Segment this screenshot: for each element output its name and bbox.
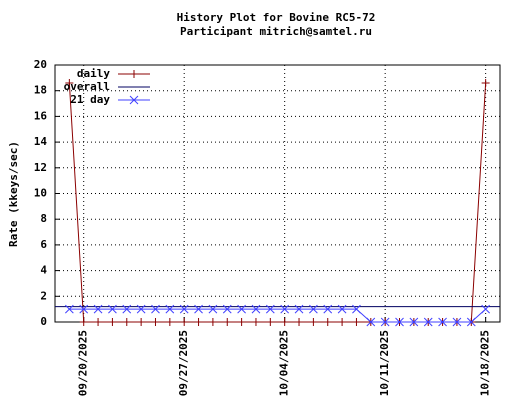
- data-point: [251, 304, 261, 314]
- data-point: [180, 318, 189, 326]
- legend-marker: [130, 70, 138, 78]
- data-point: [165, 304, 175, 314]
- data-point: [309, 304, 318, 314]
- data-point: [280, 304, 290, 314]
- data-point: [265, 304, 275, 314]
- y-tick-label: 20: [34, 58, 47, 71]
- data-point: [323, 304, 333, 314]
- data-point: [93, 304, 103, 314]
- data-point: [237, 318, 246, 326]
- data-point: [452, 317, 462, 327]
- series-line: [68, 82, 487, 323]
- x-tick-label: 10/04/2025: [278, 330, 291, 396]
- data-point: [79, 318, 88, 326]
- y-tick-label: 16: [34, 109, 48, 122]
- data-point: [481, 304, 490, 314]
- chart-title: History Plot for Bovine RC5-72: [177, 11, 376, 24]
- series-line: [69, 308, 486, 323]
- data-point: [208, 318, 217, 326]
- data-point: [338, 318, 347, 326]
- y-tick-label: 0: [40, 315, 47, 328]
- y-tick-label: 6: [40, 238, 47, 251]
- data-point: [251, 318, 260, 326]
- data-point: [151, 304, 160, 314]
- data-point: [122, 304, 132, 314]
- x-tick-label: 10/11/2025: [378, 330, 391, 396]
- data-point: [122, 318, 131, 326]
- data-point: [136, 304, 146, 314]
- data-point: [352, 304, 361, 314]
- x-tick-label: 09/27/2025: [177, 330, 190, 396]
- data-point: [481, 78, 490, 87]
- data-point: [280, 318, 289, 326]
- data-point: [108, 318, 117, 326]
- data-point: [222, 304, 232, 314]
- data-point: [366, 317, 376, 327]
- data-point: [309, 318, 318, 326]
- data-point: [237, 304, 246, 314]
- data-point: [438, 317, 447, 327]
- y-tick-label: 18: [34, 84, 47, 97]
- data-point: [108, 304, 117, 314]
- data-point: [194, 304, 203, 314]
- data-point: [266, 318, 275, 326]
- y-tick-label: 14: [34, 135, 48, 148]
- y-tick-label: 4: [40, 264, 47, 277]
- data-point: [194, 318, 203, 326]
- data-point: [295, 318, 304, 326]
- data-point: [137, 318, 146, 326]
- data-point: [223, 318, 232, 326]
- y-tick-label: 12: [34, 161, 47, 174]
- legend-label: overall: [64, 80, 110, 93]
- legend-label: daily: [77, 67, 110, 80]
- data-point: [294, 304, 304, 314]
- data-point: [208, 304, 218, 314]
- data-point: [423, 317, 433, 327]
- x-tick-label: 10/18/2025: [479, 330, 492, 396]
- x-tick-label: 09/20/2025: [77, 330, 90, 396]
- plot-frame: [54, 64, 501, 323]
- data-point: [352, 318, 361, 326]
- data-point: [79, 304, 89, 314]
- chart-subtitle: Participant mitrich@samtel.ru: [180, 25, 372, 38]
- data-point: [179, 304, 189, 314]
- data-point: [323, 318, 332, 326]
- data-point: [466, 317, 476, 327]
- y-tick-label: 2: [40, 289, 47, 302]
- data-point: [395, 317, 404, 327]
- legend-marker: [129, 95, 139, 105]
- data-point: [337, 304, 347, 314]
- y-tick-label: 8: [40, 212, 47, 225]
- data-point: [165, 318, 174, 326]
- data-point: [65, 78, 74, 87]
- data-point: [151, 318, 160, 326]
- data-point: [94, 318, 103, 326]
- legend-label: 21 day: [70, 93, 110, 106]
- y-tick-label: 10: [34, 187, 47, 200]
- data-point: [380, 317, 390, 327]
- data-point: [409, 317, 419, 327]
- y-axis-label: Rate (kkeys/sec): [7, 141, 20, 247]
- data-point: [65, 304, 74, 314]
